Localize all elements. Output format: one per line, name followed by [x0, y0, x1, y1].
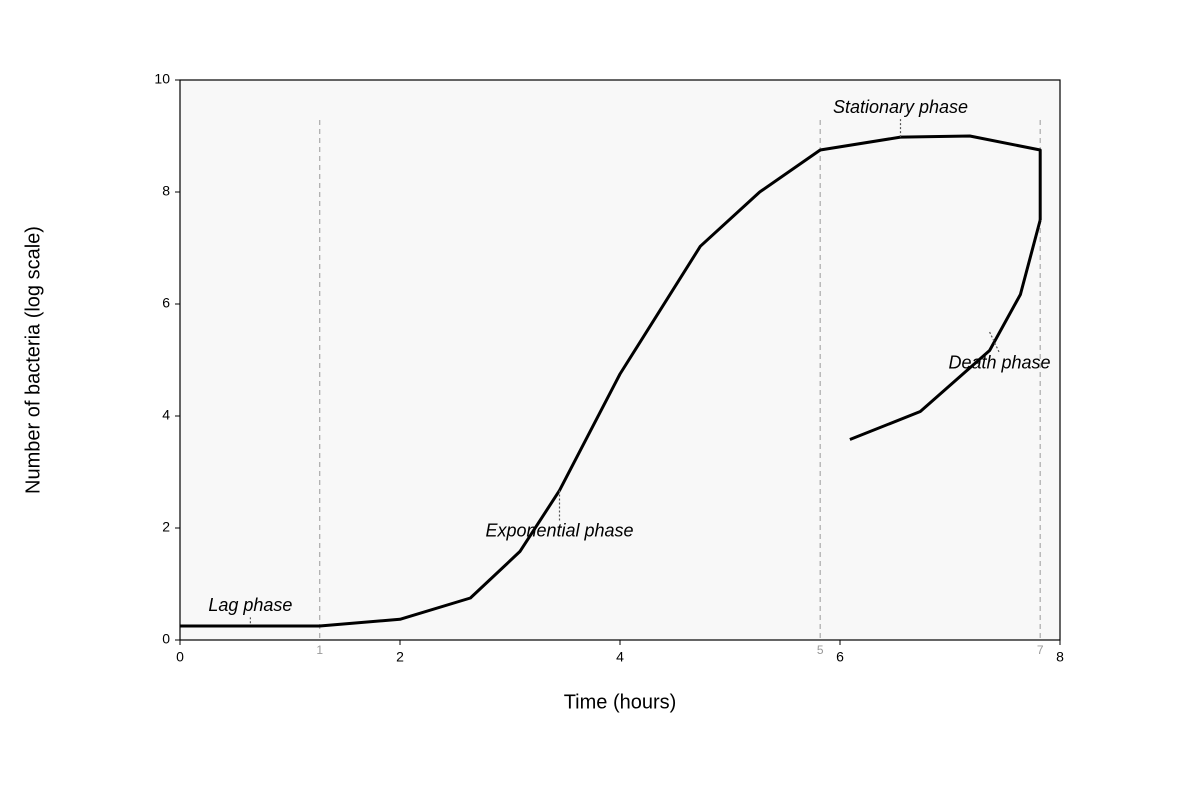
y-tick-label: 6 — [162, 295, 170, 311]
x-tick-label: 6 — [836, 649, 844, 665]
x-tick-label: 4 — [616, 649, 624, 665]
y-tick-label: 10 — [154, 71, 170, 87]
growth-line — [849, 219, 1042, 441]
x-tick-label: 0 — [176, 649, 184, 665]
y-tick-label: 2 — [162, 519, 170, 535]
phase-boundary-label: 5 — [817, 643, 824, 657]
x-axis-label: Time (hours) — [564, 691, 677, 713]
annotation: Lag phase — [208, 595, 292, 615]
y-tick-label: 4 — [162, 407, 170, 423]
y-axis-label: Number of bacteria (log scale) — [22, 226, 44, 494]
x-tick-label: 8 — [1056, 649, 1064, 665]
annotation: Stationary phase — [833, 97, 968, 117]
y-tick-label: 0 — [162, 631, 170, 647]
phase-boundary-label: 1 — [316, 643, 323, 657]
growth-line — [180, 134, 1042, 628]
plot-area — [179, 79, 1061, 641]
annotation: Exponential phase — [485, 521, 633, 541]
y-tick-label: 8 — [162, 183, 170, 199]
annotation: Death phase — [948, 353, 1050, 373]
phase-boundary-label: 7 — [1037, 643, 1044, 657]
x-tick-label: 2 — [396, 649, 404, 665]
